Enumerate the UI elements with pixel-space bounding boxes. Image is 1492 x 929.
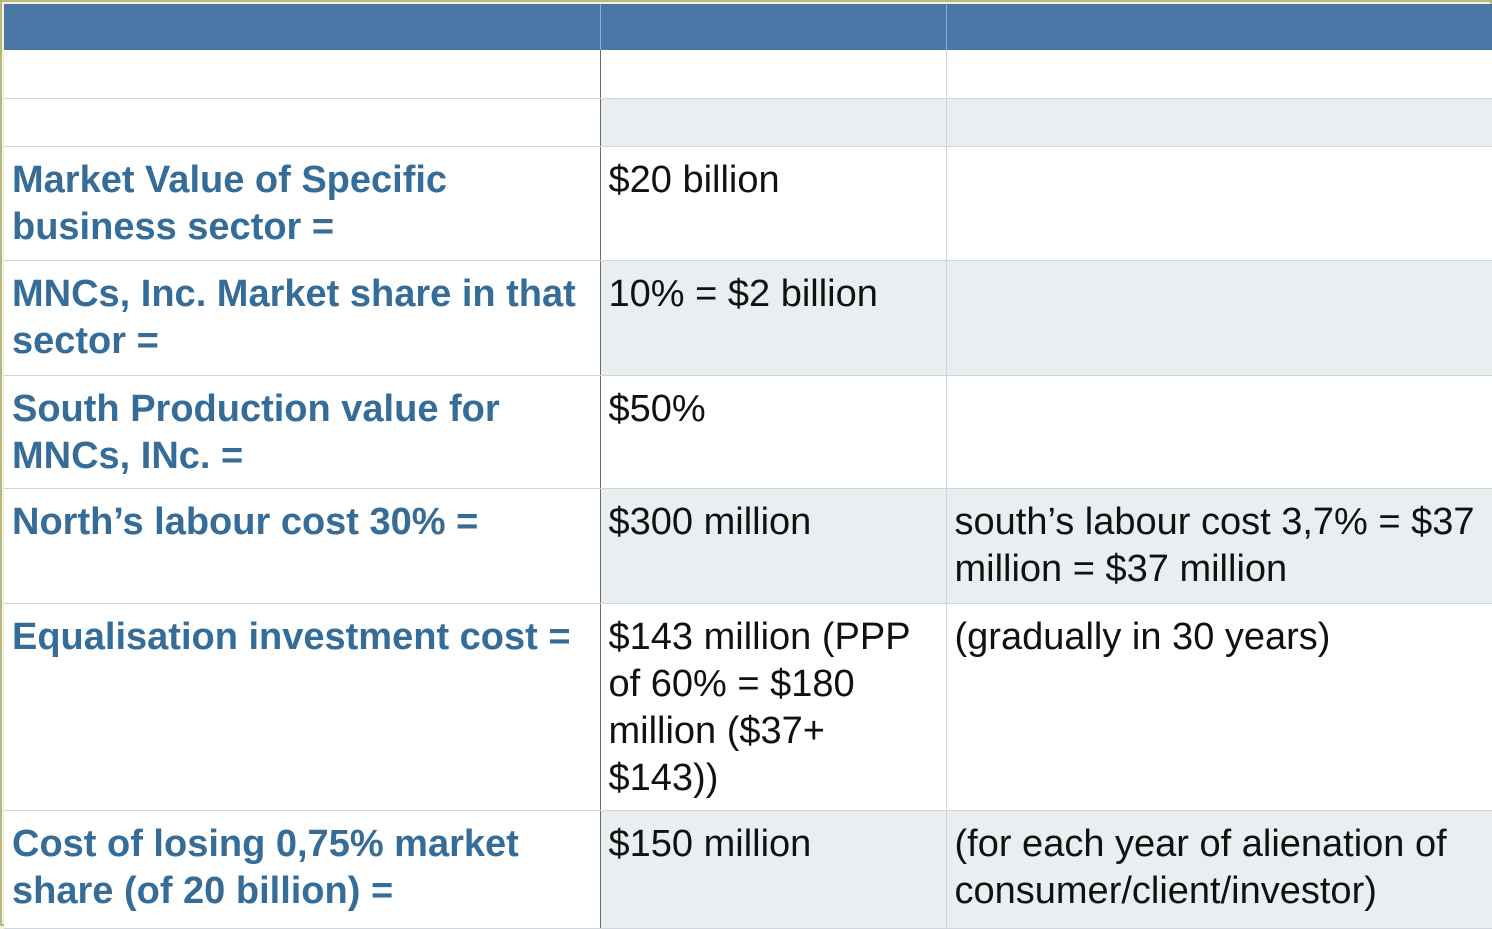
label-cell: Equalisation investment cost = [4, 603, 601, 811]
table-row: South Production value for MNCs, INc. = … [4, 375, 1492, 489]
table-row: Equalisation investment cost = $143 mill… [4, 603, 1492, 811]
value-cell [600, 50, 947, 99]
table-row: Cost of losing 0,75% market share (of 20… [4, 810, 1492, 929]
label-cell: MNCs, Inc. Market share in that sector = [4, 260, 601, 376]
table-row: MNCs, Inc. Market share in that sector =… [4, 260, 1492, 376]
table-row: Market Value of Specific business sector… [4, 146, 1492, 261]
label-cell: Market Value of Specific business sector… [4, 146, 601, 261]
note-cell [946, 98, 1492, 147]
note-cell: (gradually in 30 years) [946, 603, 1492, 811]
header-row [4, 4, 1492, 50]
header-cell [4, 4, 601, 50]
table-row [4, 50, 1492, 99]
note-cell: (for each year of alienation of consumer… [946, 810, 1492, 929]
value-cell: 10% = $2 billion [600, 260, 947, 376]
note-cell [946, 375, 1492, 489]
label-cell: Cost of losing 0,75% market share (of 20… [4, 810, 601, 929]
value-cell: $150 million [600, 810, 947, 929]
label-cell [4, 98, 601, 147]
table-row: North’s labour cost 30% = $300 million s… [4, 488, 1492, 604]
note-cell [946, 260, 1492, 376]
note-cell [946, 146, 1492, 261]
table-row [4, 98, 1492, 147]
label-cell: South Production value for MNCs, INc. = [4, 375, 601, 489]
header-cell [946, 4, 1492, 50]
note-cell [946, 50, 1492, 99]
value-cell: $143 million (PPP of 60% = $180 million … [600, 603, 947, 811]
note-cell: south’s labour cost 3,7% = $37 million =… [946, 488, 1492, 604]
label-cell: North’s labour cost 30% = [4, 488, 601, 604]
value-cell [600, 98, 947, 147]
value-cell: $300 million [600, 488, 947, 604]
label-cell [4, 50, 601, 99]
value-cell: $50% [600, 375, 947, 489]
cost-table: Market Value of Specific business sector… [4, 4, 1492, 929]
value-cell: $20 billion [600, 146, 947, 261]
header-cell [600, 4, 947, 50]
